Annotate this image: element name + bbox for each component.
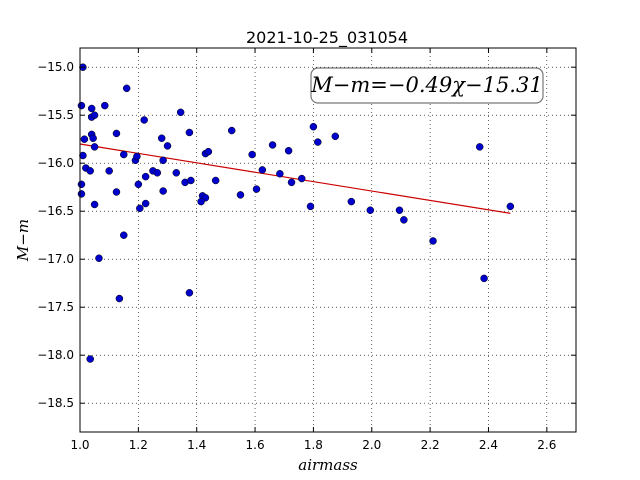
data-point (115, 294, 124, 303)
x-tick-label: 1.6 (246, 438, 265, 452)
data-point (227, 126, 236, 135)
y-tick-label: −17.5 (37, 300, 74, 314)
fit-line (79, 143, 511, 214)
data-point (90, 200, 99, 209)
data-point (429, 237, 437, 245)
data-point (163, 142, 172, 150)
x-axis-label: airmass (298, 456, 358, 474)
data-point (268, 141, 277, 149)
data-point (80, 135, 89, 143)
data-point (204, 147, 213, 156)
data-point (95, 254, 103, 262)
data-point (157, 134, 166, 142)
data-point (159, 156, 167, 165)
data-point (136, 204, 144, 213)
x-tick-label: 1.4 (187, 438, 206, 452)
data-point (90, 111, 99, 119)
data-point (141, 172, 150, 181)
data-point (87, 104, 96, 113)
data-point (90, 143, 99, 151)
data-point (197, 197, 205, 206)
data-point (309, 122, 318, 131)
fit-equation: M−m=−0.49χ−15.31 (310, 73, 542, 97)
y-tick-label: −18.0 (37, 348, 74, 362)
data-point (258, 166, 267, 174)
data-point (79, 151, 87, 160)
y-tick-label: −18.5 (37, 396, 74, 410)
data-point (112, 129, 121, 138)
x-tick-label: 1.8 (304, 438, 323, 452)
y-tick-label: −17.0 (37, 252, 74, 266)
data-point (347, 197, 356, 206)
data-point (120, 231, 128, 239)
data-point (133, 152, 141, 161)
y-tick-label: −16.5 (37, 204, 74, 218)
data-point (112, 188, 121, 196)
data-point (248, 150, 256, 159)
data-point (187, 176, 195, 185)
axis-ticks: 1.0 1.2 1.4 1.6 1.8 2.0 2.2 2.4 2.6 −15.0 −15.5 −16… (37, 48, 576, 452)
grid-lines (80, 48, 576, 432)
data-point (284, 146, 293, 155)
data-point (86, 355, 94, 363)
data-point (400, 216, 408, 224)
data-point (86, 167, 94, 175)
x-tick-label: 2.4 (479, 438, 498, 452)
x-tick-label: 2.0 (362, 438, 381, 452)
data-point (395, 206, 404, 214)
data-point (172, 169, 181, 177)
x-tick-label: 1.2 (129, 438, 148, 452)
data-point (89, 134, 97, 142)
annotation-box (310, 67, 544, 104)
data-point (287, 178, 296, 187)
y-tick-label: −15.5 (37, 108, 74, 122)
data-point (306, 202, 315, 211)
data-point (506, 202, 515, 211)
data-point (276, 170, 284, 178)
data-point (153, 169, 162, 177)
fit-line-layer (79, 143, 511, 214)
y-tick-label: −15.0 (37, 60, 74, 74)
data-point (297, 174, 306, 183)
data-point (120, 150, 128, 159)
data-point (105, 167, 113, 175)
data-point (211, 176, 220, 185)
data-point (77, 180, 86, 189)
plot-frame (79, 47, 577, 433)
data-point (366, 206, 375, 214)
data-point (252, 185, 261, 193)
data-point (101, 101, 109, 110)
data-point (159, 187, 167, 195)
x-tick-label: 1.0 (70, 438, 89, 452)
data-point (185, 128, 194, 137)
data-point (185, 289, 194, 297)
chart-title: 2021-10-25_031054 (246, 28, 408, 48)
y-tick-label: −16.0 (37, 156, 74, 170)
data-point (480, 274, 488, 283)
x-tick-label: 2.2 (421, 438, 440, 452)
data-point (475, 143, 484, 151)
data-point (134, 180, 143, 189)
data-point (77, 190, 86, 198)
data-point (122, 84, 131, 93)
data-point (77, 101, 86, 110)
y-axis-label: M−m (14, 219, 32, 262)
data-point (176, 108, 185, 117)
data-point (140, 116, 148, 124)
fit-annotation-box: M−m=−0.49χ−15.31 (310, 67, 544, 104)
data-point (331, 132, 340, 141)
data-point (141, 199, 150, 208)
x-tick-label: 2.6 (537, 438, 556, 452)
data-point (236, 191, 245, 199)
data-point (314, 138, 322, 146)
